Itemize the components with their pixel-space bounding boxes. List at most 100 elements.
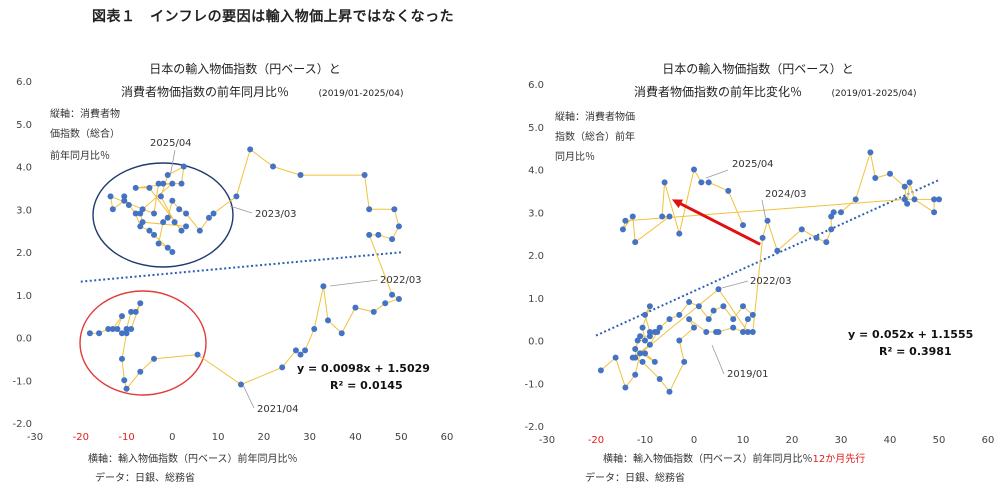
- chart2-data-point: [639, 358, 646, 365]
- chart2-data-point: [695, 303, 702, 310]
- chart2-data-point: [828, 226, 835, 233]
- chart2-annotation-leader: [705, 169, 729, 179]
- chart1-data-point: [395, 223, 402, 230]
- chart1-data-point: [361, 172, 368, 179]
- chart2-data-point: [646, 303, 653, 310]
- chart2-data-point: [759, 234, 766, 241]
- chart1-data-point: [151, 355, 158, 362]
- chart2-data-point: [676, 311, 683, 318]
- chart1-data-point: [164, 214, 171, 221]
- trend-shift-arrow: [679, 202, 761, 246]
- chart2-data-point: [798, 226, 805, 233]
- chart2-data-point: [749, 328, 756, 335]
- chart1-highlight-circle: [79, 290, 207, 396]
- chart2-annotation-leader: [711, 344, 725, 375]
- chart1-data-point: [155, 180, 162, 187]
- chart1-ytick-label: 2.0: [16, 248, 32, 259]
- chart1-data-point: [297, 172, 304, 179]
- chart2-data-point: [744, 316, 751, 323]
- chart1-xtick-label: 40: [349, 432, 362, 443]
- chart2-data-point: [931, 196, 938, 203]
- chart1-data-point: [118, 313, 125, 320]
- chart2-data-point: [681, 358, 688, 365]
- chart2-data-point: [676, 230, 683, 237]
- chart1-data-point: [169, 197, 176, 204]
- chart1-data-point: [123, 325, 130, 332]
- chart2-annotation-leader: [761, 199, 767, 221]
- chart2-data-point: [720, 303, 727, 310]
- chart2-title-line2: 消費者物価指数の前年比変化％: [634, 84, 802, 99]
- chart1-data-point: [382, 300, 389, 307]
- chart1-data-point: [366, 231, 373, 238]
- chart2-xtick-label: 20: [786, 435, 799, 446]
- chart2-data-point: [646, 328, 653, 335]
- chart1-data-point: [86, 330, 93, 337]
- chart2-data-point: [666, 213, 673, 220]
- chart2-data-point: [619, 226, 626, 233]
- chart1-data-point: [270, 163, 277, 170]
- chart1-title-line1: 日本の輸入物価指数（円ベース）と: [149, 61, 340, 76]
- chart1-data-point: [247, 146, 254, 153]
- chart1-xtick-label: 50: [395, 432, 408, 443]
- chart2-data-point: [642, 337, 648, 344]
- chart2-data-point: [632, 346, 639, 353]
- chart1-xtick-label: 30: [303, 432, 316, 443]
- chart1-data-point: [121, 193, 128, 200]
- chart1-data-point: [137, 300, 144, 307]
- chart1-data-point: [238, 381, 244, 388]
- chart2-xtick-label: 40: [884, 435, 897, 446]
- chart2-data-point: [725, 187, 732, 194]
- chart1-data-point: [297, 351, 304, 358]
- chart1-data-point: [160, 219, 167, 226]
- chart1-data-point: [183, 210, 190, 217]
- chart1-data-point: [370, 308, 377, 315]
- chart1-xlabel: 横軸：輸入物価指数（円ベース）前年同月比％: [88, 452, 298, 465]
- chart2-data-point: [622, 384, 629, 391]
- chart2-trend-equation: y = 0.052x + 1.1555: [848, 328, 973, 341]
- chart1-data-point: [375, 231, 382, 238]
- chart2-annotation-label: 2019/01: [727, 369, 769, 380]
- chart1-ytick-label: 0.0: [16, 334, 32, 345]
- chart2-annotation-label: 2024/03: [765, 189, 807, 200]
- chart2-annotation-label: 2025/04: [732, 159, 774, 170]
- chart1-ylabel-line: 縦軸：消費者物: [50, 107, 120, 120]
- chart1-data-point: [169, 180, 176, 187]
- chart1-xtick-label: 60: [441, 432, 454, 443]
- chart1-data-point: [352, 304, 359, 311]
- chart2-data-point: [730, 324, 737, 331]
- chart2-ylabel-line: 同月比％: [555, 151, 595, 163]
- chart1-data-point: [176, 206, 183, 213]
- chart2-data-point: [646, 333, 653, 340]
- chart1-data-point: [107, 193, 114, 200]
- chart1-data-point: [157, 193, 164, 200]
- chart2-xtick-label: -30: [539, 435, 555, 446]
- chart1-data-point: [125, 201, 132, 208]
- chart1-xtick-label: -30: [27, 432, 43, 443]
- chart1-data-point: [146, 227, 153, 234]
- chart1-data-point: [96, 330, 103, 337]
- chart1-data-point: [123, 330, 130, 337]
- chart2-data-point: [661, 179, 668, 186]
- chart2-data-point: [642, 350, 648, 357]
- chart2-ytick-label: 0.0: [528, 337, 544, 348]
- chart2-data-point: [715, 328, 722, 335]
- chart1-data-point: [123, 385, 130, 392]
- chart2-data-point: [686, 299, 693, 306]
- chart2-data-point: [744, 328, 751, 335]
- chart1-data-point: [109, 206, 116, 213]
- chart2-data-point: [887, 170, 893, 177]
- chart1-data-point: [151, 210, 158, 217]
- chart1-data-point: [121, 197, 128, 204]
- chart1-annotation-leader: [242, 384, 255, 409]
- chart2-xtick-label: -10: [637, 435, 653, 446]
- chart2-xlabel: 横軸：輸入物価指数（円ベース）前年同月比％12か月先行: [603, 452, 865, 465]
- chart2-data-point: [852, 196, 859, 203]
- chart2-data-point: [901, 196, 908, 203]
- chart2-r-squared: R² = 0.3981: [879, 345, 952, 358]
- chart1-highlight-circle: [92, 162, 234, 268]
- chart2-data-point: [867, 149, 874, 156]
- chart2-data-point: [622, 217, 629, 224]
- chart1-trend-equation: y = 0.0098x + 1.5029: [297, 362, 430, 375]
- chart1-data-point: [137, 210, 144, 217]
- chart2-data-point: [813, 234, 820, 241]
